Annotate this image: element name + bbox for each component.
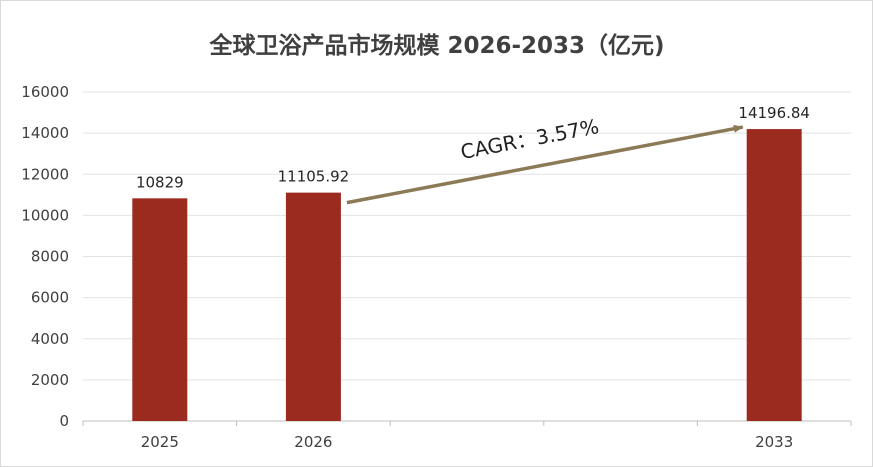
data-label-2033: 14196.84 — [738, 104, 810, 122]
bar-2026 — [285, 192, 341, 421]
bar-2033 — [746, 129, 802, 421]
labels: 10829 11105.92 14196.84 — [136, 104, 810, 191]
cagr-arrow — [346, 124, 744, 205]
y-tick-label: 16000 — [21, 83, 69, 101]
y-tick-label: 0 — [59, 412, 69, 430]
x-tick-label: 2033 — [755, 433, 793, 451]
x-tick-label: 2026 — [294, 433, 332, 451]
y-tick-label: 14000 — [21, 124, 69, 142]
chart-title: 全球卫浴产品市场规模 2026-2033（亿元) — [208, 32, 664, 59]
y-tick-label: 8000 — [31, 248, 69, 266]
y-tick-label: 2000 — [31, 371, 69, 389]
y-tick-label: 4000 — [31, 330, 69, 348]
y-tick-label: 12000 — [21, 165, 69, 183]
y-tick-label: 10000 — [21, 206, 69, 224]
x-tick-label: 2025 — [141, 433, 179, 451]
data-label-2025: 10829 — [136, 173, 184, 191]
axes: 0 2000 4000 6000 8000 10000 12000 14000 16000 202… — [21, 83, 852, 451]
gridlines — [83, 91, 851, 381]
bars — [132, 129, 802, 421]
data-label-2026: 11105.92 — [278, 168, 350, 186]
y-tick-label: 6000 — [31, 289, 69, 307]
bar-2025 — [132, 198, 188, 421]
cagr-annotation: CAGR：3.57% — [346, 114, 744, 205]
